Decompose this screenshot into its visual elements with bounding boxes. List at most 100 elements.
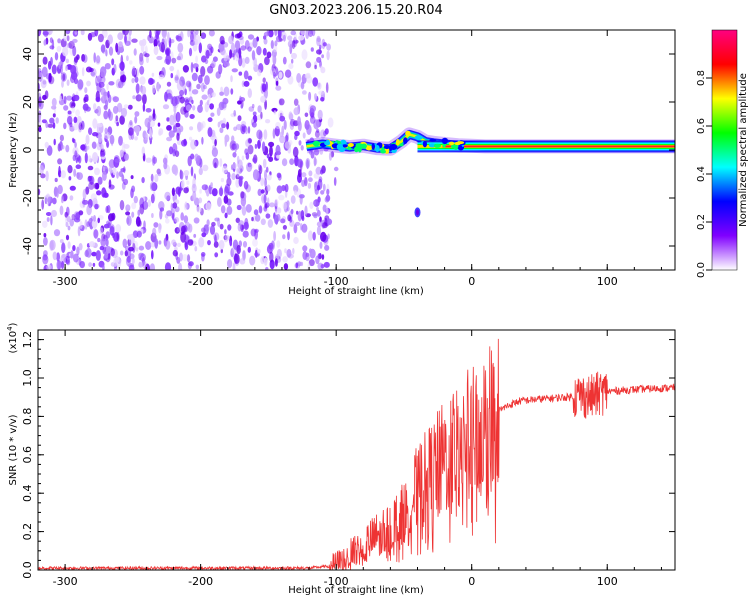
noise-speck xyxy=(88,127,93,135)
noise-speck xyxy=(181,225,186,233)
noise-speck xyxy=(209,225,216,235)
snr-xlabel: Height of straight line (km) xyxy=(288,585,424,596)
noise-speck xyxy=(219,91,225,96)
noise-speck xyxy=(89,175,95,185)
noise-speck xyxy=(252,111,257,116)
noise-speck xyxy=(154,34,160,44)
noise-speck xyxy=(43,233,47,238)
noise-speck xyxy=(166,125,172,131)
noise-speck xyxy=(180,212,184,221)
noise-speck xyxy=(76,115,82,126)
noise-speck xyxy=(268,242,274,250)
noise-speck xyxy=(99,227,104,235)
noise-speck xyxy=(290,208,294,215)
noise-speck xyxy=(279,115,286,122)
colorbar-label: Normalized spectral amplitude xyxy=(738,73,749,227)
noise-speck xyxy=(137,209,141,216)
noise-speck xyxy=(77,79,84,90)
noise-speck xyxy=(257,139,261,149)
noise-speck xyxy=(38,112,42,123)
signal-blob xyxy=(403,137,408,145)
noise-speck xyxy=(252,169,260,181)
noise-speck xyxy=(217,217,221,227)
noise-speck xyxy=(236,168,240,178)
noise-speck xyxy=(183,215,189,224)
noise-speck xyxy=(313,119,320,130)
noise-speck xyxy=(126,255,131,263)
noise-speck xyxy=(184,242,189,251)
snr-ytick-label: 1.2 xyxy=(21,331,34,349)
noise-speck xyxy=(100,151,106,157)
noise-speck xyxy=(50,215,53,226)
noise-speck xyxy=(272,71,276,79)
noise-speck xyxy=(283,201,289,213)
noise-speck xyxy=(247,75,253,81)
noise-speck xyxy=(96,82,102,94)
noise-speck xyxy=(219,35,225,45)
noise-speck xyxy=(251,50,256,61)
noise-speck xyxy=(268,30,274,38)
noise-speck xyxy=(240,196,247,207)
noise-speck xyxy=(244,40,250,50)
noise-speck xyxy=(67,110,72,115)
noise-speck xyxy=(73,168,77,177)
noise-speck xyxy=(326,43,331,51)
noise-speck xyxy=(247,144,254,155)
noise-speck xyxy=(316,221,323,227)
noise-speck xyxy=(220,185,223,197)
noise-speck xyxy=(241,155,245,161)
noise-speck xyxy=(139,76,146,85)
noise-speck xyxy=(202,164,209,172)
noise-speck xyxy=(284,248,287,254)
noise-speck xyxy=(102,264,105,270)
noise-speck xyxy=(201,94,208,100)
noise-speck xyxy=(237,223,242,232)
noise-speck xyxy=(73,122,79,131)
noise-speck xyxy=(145,157,152,163)
noise-speck xyxy=(308,177,313,183)
noise-speck xyxy=(93,215,96,222)
noise-speck xyxy=(153,45,159,56)
noise-speck xyxy=(48,72,52,83)
signal-blob xyxy=(433,143,441,148)
noise-speck xyxy=(165,239,171,250)
noise-speck xyxy=(320,190,325,195)
noise-speck xyxy=(190,62,194,73)
noise-speck xyxy=(265,166,269,173)
noise-speck xyxy=(146,56,149,64)
noise-speck xyxy=(189,126,194,131)
noise-speck xyxy=(220,177,224,183)
noise-speck xyxy=(65,234,70,241)
noise-speck xyxy=(123,143,130,149)
noise-speck xyxy=(71,137,75,143)
noise-speck xyxy=(293,190,298,196)
noise-speck xyxy=(320,97,325,102)
signal-blob xyxy=(360,143,367,149)
noise-speck xyxy=(151,250,154,260)
noise-speck xyxy=(310,112,315,119)
noise-speck xyxy=(100,144,104,151)
noise-speck xyxy=(258,205,263,214)
noise-speck xyxy=(318,90,324,96)
noise-speck xyxy=(319,216,322,223)
noise-speck xyxy=(41,199,45,210)
noise-speck xyxy=(262,158,267,169)
noise-speck xyxy=(198,197,203,204)
noise-speck xyxy=(72,245,76,252)
spectrogram-ytick-label: 0 xyxy=(21,147,34,154)
noise-speck xyxy=(232,262,236,270)
noise-speck xyxy=(324,196,330,203)
noise-speck xyxy=(274,30,278,36)
noise-speck xyxy=(171,187,175,197)
noise-speck xyxy=(183,170,190,176)
noise-speck xyxy=(219,223,224,230)
noise-speck xyxy=(324,128,329,135)
noise-speck xyxy=(207,94,211,102)
noise-speck xyxy=(171,57,177,64)
noise-speck xyxy=(122,30,129,36)
noise-speck xyxy=(40,173,46,179)
noise-speck xyxy=(208,30,215,37)
noise-speck xyxy=(238,47,242,58)
noise-speck xyxy=(265,119,271,124)
noise-speck xyxy=(282,202,288,210)
